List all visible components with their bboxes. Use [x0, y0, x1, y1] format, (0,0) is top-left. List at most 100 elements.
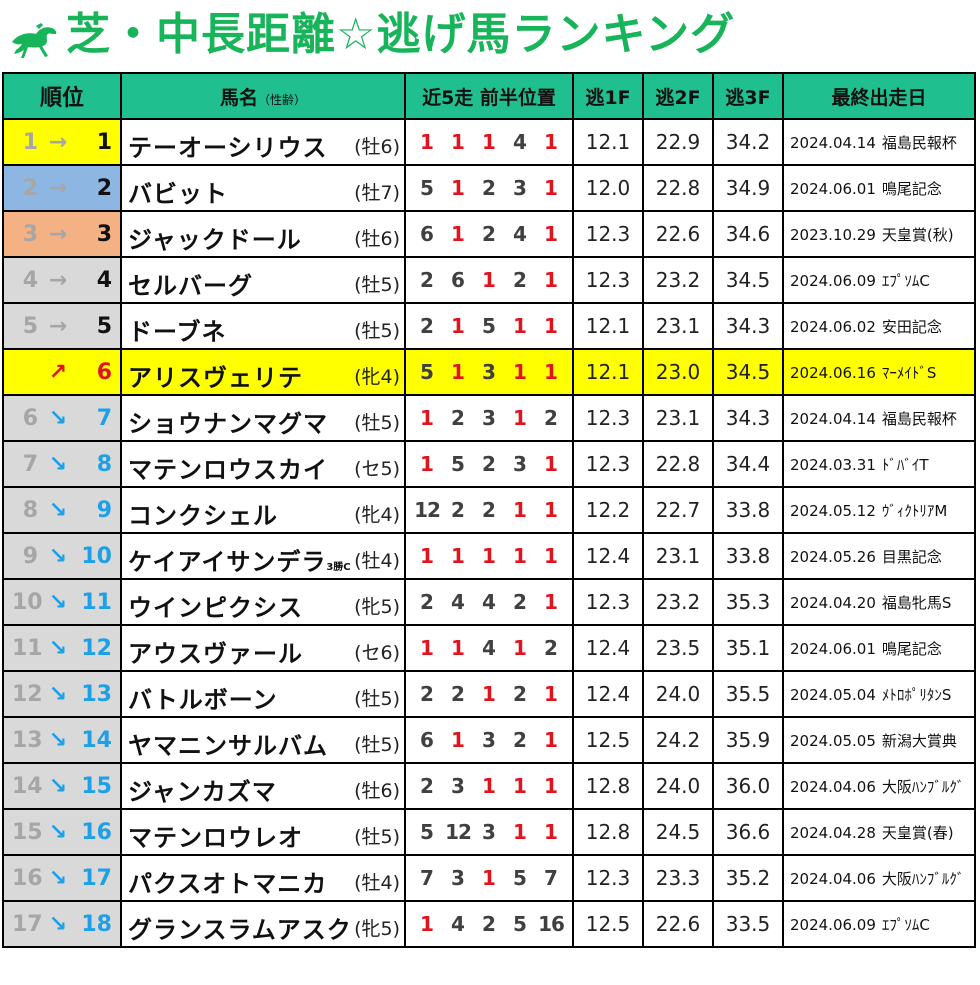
header-last-run: 最終出走日 [782, 72, 976, 120]
horse-name: ヤマニンサルバム [128, 726, 328, 761]
last-run-date: 2024.04.20 [790, 593, 876, 612]
early-position: 1 [451, 176, 465, 200]
rank-cell: 16 ↘ 17 [2, 854, 122, 902]
split-f3: 33.5 [712, 900, 784, 948]
early-position: 2 [420, 268, 434, 292]
early-position: 1 [451, 314, 465, 338]
horse-name-text: セルバーグ [128, 272, 253, 300]
sex-age: (牡5) [354, 274, 400, 296]
trend-arrow-icon: ↘ [48, 451, 68, 477]
last-run-cell: 2024.05.26 目黒記念 [782, 532, 976, 580]
header-f1: 逃1F [572, 72, 644, 120]
early-position: 1 [482, 544, 496, 568]
table-row: 8 ↘ 9 コンクシェル (牝4) 12 2 2 1 1 12.2 22.7 33.8 2024.05.1… [2, 486, 976, 534]
early-position: 1 [513, 636, 527, 660]
horse-name: マテンロウスカイ [128, 450, 328, 485]
previous-rank: 17 [12, 911, 43, 937]
trend-arrow-icon: ↘ [48, 405, 68, 431]
early-position: 1 [420, 452, 434, 476]
early-position: 2 [513, 682, 527, 706]
rank-cell: 14 ↘ 15 [2, 762, 122, 810]
current-rank: 11 [81, 589, 112, 615]
early-position: 4 [513, 130, 527, 154]
rank-cell: 17 ↘ 18 [2, 900, 122, 948]
early-position: 1 [420, 636, 434, 660]
sex-age: (牡4) [354, 872, 400, 894]
split-f2: 24.0 [642, 762, 714, 810]
horse-name-cell: ショウナンマグマ (牡5) [120, 394, 406, 442]
early-position: 6 [420, 222, 434, 246]
last-run-race: 大阪ﾊﾝﾌﾞﾙｸﾞ [881, 777, 965, 796]
horse-name-cell: ケイアイサンデラ3勝C (牡4) [120, 532, 406, 580]
last-run-cell: 2024.06.02 安田記念 [782, 302, 976, 350]
horse-name-cell: ドーブネ (牡5) [120, 302, 406, 350]
early-position: 1 [482, 774, 496, 798]
last-run-date: 2024.05.26 [790, 547, 876, 566]
rank-cell: ↗ 6 [2, 348, 122, 396]
trend-arrow-icon: → [48, 129, 68, 155]
early-position: 4 [482, 636, 496, 660]
early-position: 2 [451, 406, 465, 430]
title-bar: 芝・中長距離☆逃げ馬ランキング [0, 0, 980, 72]
split-f1: 12.3 [572, 256, 644, 304]
horse-name: バトルボーン [128, 680, 278, 715]
trend-arrow-icon: → [48, 221, 68, 247]
current-rank: 15 [81, 773, 112, 799]
split-f1: 12.3 [572, 578, 644, 626]
previous-rank: 2 [22, 175, 38, 201]
current-rank: 2 [96, 175, 112, 201]
early-position: 1 [544, 728, 558, 752]
split-f2: 23.2 [642, 578, 714, 626]
last-run-date: 2023.10.29 [790, 225, 876, 244]
early-position: 7 [544, 866, 558, 890]
split-f3: 35.2 [712, 854, 784, 902]
last-run-race: 天皇賞(春) [881, 823, 954, 842]
rank-cell: 11 ↘ 12 [2, 624, 122, 672]
split-f2: 22.9 [642, 118, 714, 166]
sex-age: (セ6) [354, 642, 400, 664]
split-f1: 12.3 [572, 210, 644, 258]
current-rank: 9 [96, 497, 112, 523]
split-f1: 12.4 [572, 532, 644, 580]
horse-name: アリスヴェリテ [128, 358, 303, 393]
horse-name-text: ヤマニンサルバム [128, 732, 328, 760]
horse-name-text: パクスオトマニカ [128, 870, 328, 898]
split-f3: 35.9 [712, 716, 784, 764]
current-rank: 4 [96, 267, 112, 293]
rank-cell: 6 ↘ 7 [2, 394, 122, 442]
last-run-date: 2024.04.14 [790, 409, 876, 428]
early-position: 3 [482, 728, 496, 752]
split-f2: 22.7 [642, 486, 714, 534]
table-row: 6 ↘ 7 ショウナンマグマ (牡5) 1 2 3 1 2 12.3 23.1 34.3 2024.04.… [2, 394, 976, 442]
sex-age: (牡6) [354, 228, 400, 250]
horse-name-cell: グランスラムアスク (牝5) [120, 900, 406, 948]
trend-arrow-icon: ↘ [48, 911, 68, 937]
last-run-race: 福島牝馬S [881, 593, 952, 612]
horse-name-cell: バトルボーン (牡5) [120, 670, 406, 718]
previous-rank: 11 [12, 635, 43, 661]
rank-cell: 4 → 4 [2, 256, 122, 304]
table-row: 5 → 5 ドーブネ (牡5) 2 1 5 1 1 12.1 23.1 34.3 2024.06.02 安田… [2, 302, 976, 350]
last-run-race: ｴﾌﾟｿﾑC [881, 915, 930, 934]
previous-rank: 9 [22, 543, 38, 569]
last-run-date: 2024.05.05 [790, 731, 876, 750]
early-position: 1 [544, 130, 558, 154]
early-position: 3 [513, 452, 527, 476]
header-row: 順位 馬名（性齢） 近5走 前半位置 逃1F 逃2F 逃3F 最終出走日 [2, 72, 976, 120]
early-position: 2 [513, 268, 527, 292]
early-position: 1 [451, 222, 465, 246]
table-row: 11 ↘ 12 アウスヴァール (セ6) 1 1 4 1 2 12.4 23.5 35.1 2024.06… [2, 624, 976, 672]
table-row: ↗ 6 アリスヴェリテ (牝4) 5 1 3 1 1 12.1 23.0 34.5 2024.06.16… [2, 348, 976, 396]
last-run-date: 2024.04.06 [790, 777, 876, 796]
early-position: 1 [482, 682, 496, 706]
previous-rank: 1 [22, 129, 38, 155]
early-position: 3 [482, 820, 496, 844]
rank-cell: 3 → 3 [2, 210, 122, 258]
